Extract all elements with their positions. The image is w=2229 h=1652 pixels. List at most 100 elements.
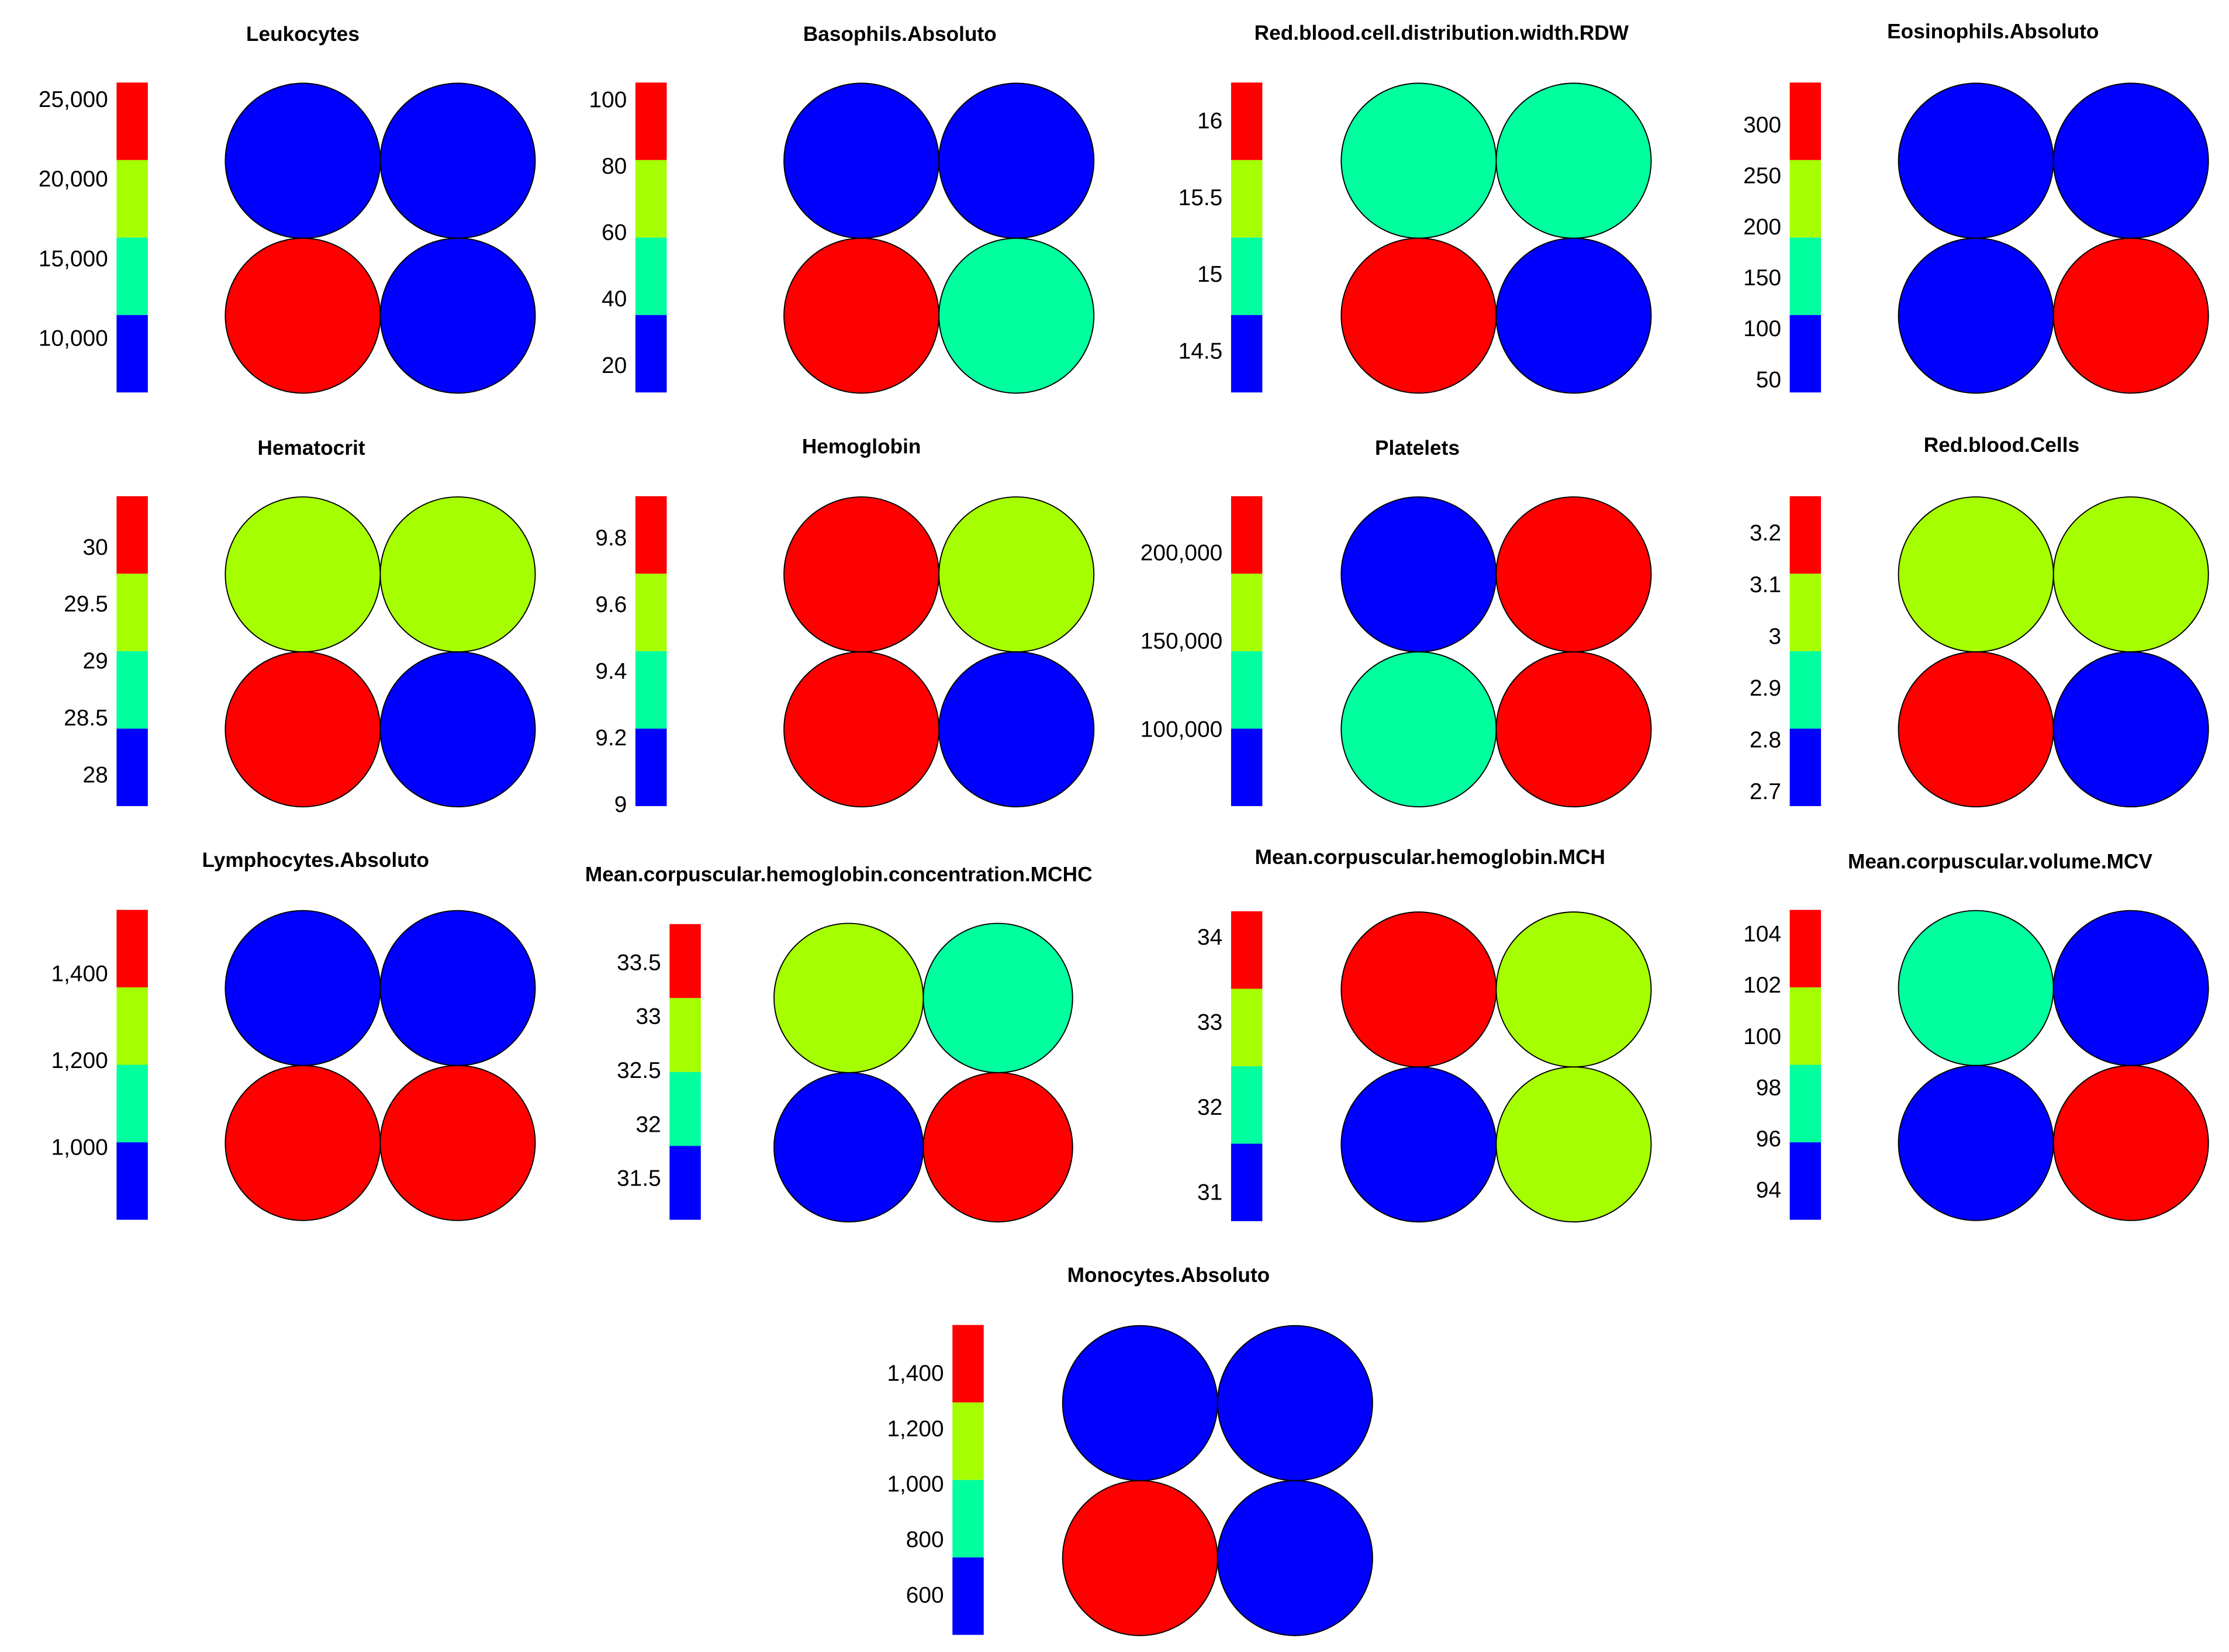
- value-circle: [2052, 82, 2209, 239]
- y-tick-label: 15.5: [1179, 185, 1223, 210]
- y-tick-label: 200: [1743, 215, 1781, 240]
- y-tick-label: 100: [589, 87, 627, 112]
- y-tick-label: 10,000: [39, 326, 108, 351]
- value-circle: [938, 82, 1095, 239]
- colorbar-segment: [1231, 911, 1263, 989]
- colorbar-segment: [669, 1072, 701, 1146]
- value-circle: [922, 1072, 1073, 1223]
- value-circle: [1898, 496, 2054, 653]
- colorbar-segment: [116, 314, 148, 393]
- y-tick-label: 32: [1197, 1095, 1222, 1120]
- panel-title: Monocytes.Absoluto: [1067, 1264, 1270, 1287]
- panel-title: Basophils.Absoluto: [803, 23, 997, 46]
- y-tick-label: 33: [1197, 1010, 1222, 1035]
- colorbar-segment: [1789, 573, 1822, 651]
- value-circle: [1898, 910, 2054, 1066]
- colorbar-segment: [952, 1557, 984, 1635]
- y-tick-label: 2.9: [1750, 676, 1781, 701]
- y-tick-label: 20: [602, 353, 627, 378]
- colorbar-segment: [952, 1402, 984, 1480]
- value-circle: [1898, 82, 2054, 239]
- value-circle: [2052, 237, 2209, 394]
- y-tick-label: 29.5: [64, 592, 108, 617]
- value-circle: [773, 922, 924, 1073]
- y-tick-label: 9.6: [595, 592, 627, 617]
- y-tick-label: 300: [1743, 112, 1781, 137]
- y-tick-label: 9.8: [595, 526, 627, 551]
- colorbar-segment: [1231, 496, 1263, 574]
- panel-title: Mean.corpuscular.hemoglobin.concentratio…: [585, 863, 1093, 886]
- y-tick-label: 104: [1743, 922, 1781, 947]
- colorbar-segment: [635, 82, 667, 160]
- y-tick-label: 1,000: [887, 1472, 944, 1497]
- value-circle: [1340, 651, 1497, 808]
- y-tick-label: 3.2: [1750, 521, 1781, 546]
- y-tick-label: 30: [83, 535, 108, 560]
- value-circle: [379, 237, 536, 394]
- colorbar-segment: [1789, 1142, 1822, 1220]
- panel-title: Eosinophils.Absoluto: [1887, 20, 2099, 43]
- colorbar-segment: [116, 82, 148, 160]
- y-tick-label: 15,000: [39, 246, 108, 271]
- colorbar-segment: [1231, 82, 1263, 160]
- colorbar-segment: [1231, 160, 1263, 238]
- value-circle: [1898, 651, 2054, 808]
- y-tick-label: 800: [906, 1527, 944, 1552]
- colorbar-segment: [1231, 314, 1263, 393]
- value-circle: [783, 82, 940, 239]
- y-tick-label: 20,000: [39, 167, 108, 192]
- colorbar-segment: [116, 496, 148, 574]
- colorbar-segment: [116, 651, 148, 729]
- y-tick-label: 9: [614, 792, 627, 817]
- y-tick-label: 9.4: [595, 659, 627, 684]
- panel-title: Lymphocytes.Absoluto: [202, 849, 429, 872]
- colorbar-segment: [116, 987, 148, 1065]
- value-circle: [1340, 911, 1497, 1068]
- colorbar-segment: [116, 573, 148, 651]
- y-tick-label: 14.5: [1179, 338, 1223, 364]
- y-tick-label: 2.7: [1750, 779, 1781, 804]
- colorbar-segment: [1231, 651, 1263, 729]
- value-circle: [773, 1072, 924, 1223]
- value-circle: [224, 237, 381, 394]
- colorbar-segment: [635, 573, 667, 651]
- value-circle: [1495, 82, 1652, 239]
- y-tick-label: 1,200: [51, 1048, 108, 1073]
- y-tick-label: 9.2: [595, 725, 627, 751]
- y-tick-label: 600: [906, 1582, 944, 1608]
- value-circle: [1340, 237, 1497, 394]
- value-circle: [1495, 651, 1652, 808]
- y-tick-label: 40: [602, 286, 627, 312]
- value-circle: [1898, 237, 2054, 394]
- value-circle: [224, 910, 381, 1066]
- colorbar-segment: [1231, 728, 1263, 806]
- value-circle: [224, 1065, 381, 1221]
- colorbar-segment: [116, 1065, 148, 1143]
- colorbar-segment: [1789, 314, 1822, 393]
- panel-title: Hematocrit: [257, 437, 365, 459]
- y-tick-label: 60: [602, 220, 627, 246]
- colorbar-segment: [952, 1480, 984, 1558]
- colorbar-segment: [635, 314, 667, 393]
- colorbar-segment: [116, 1142, 148, 1220]
- colorbar-segment: [635, 728, 667, 806]
- value-circle: [2052, 910, 2209, 1066]
- y-tick-label: 32: [636, 1112, 661, 1137]
- y-tick-label: 34: [1197, 925, 1222, 950]
- panel-title: Platelets: [1375, 437, 1460, 459]
- value-circle: [1898, 1065, 2054, 1221]
- colorbar-segment: [1789, 496, 1822, 574]
- colorbar-segment: [1789, 910, 1822, 988]
- value-circle: [1495, 911, 1652, 1068]
- value-circle: [379, 651, 536, 808]
- y-tick-label: 102: [1743, 973, 1781, 998]
- colorbar-segment: [635, 651, 667, 729]
- colorbar-segment: [116, 910, 148, 988]
- colorbar-segment: [1789, 651, 1822, 729]
- y-tick-label: 98: [1756, 1075, 1781, 1100]
- colorbar-segment: [1789, 82, 1822, 160]
- y-tick-label: 25,000: [39, 87, 108, 112]
- colorbar-segment: [1789, 1065, 1822, 1143]
- colorbar-segment: [669, 998, 701, 1072]
